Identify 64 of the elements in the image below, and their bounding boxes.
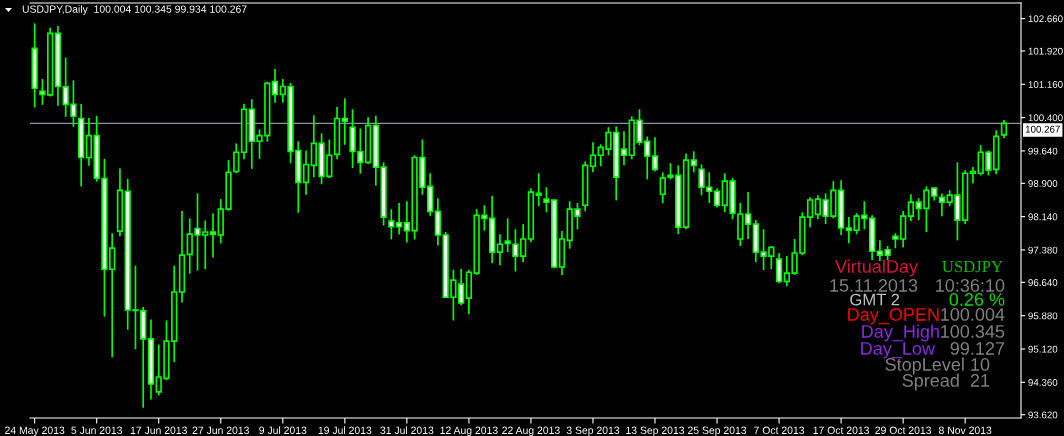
candlestick [690,150,697,174]
x-tick-label: 5 Jun 2013 [71,426,123,434]
y-tick-label: 94.360 [1028,379,1058,386]
y-tick-label: 96.640 [1028,279,1058,286]
annotation: StopLevel 10 [885,357,990,375]
y-tick-label: 95.120 [1028,345,1058,353]
annotation: Day_Low [861,342,936,359]
y-tick-label: 95.880 [1028,312,1058,320]
y-tick-label: 99.640 [1028,147,1058,155]
x-tick-label: 29 Oct 2013 [875,426,932,434]
y-tick-label: 98.140 [1028,213,1058,221]
candlestick [271,68,279,104]
candlestick [496,233,504,267]
y-tick-label: 100.400 [1028,114,1063,122]
annotation: 99.127 [950,342,1005,355]
x-tick-label: 17 Oct 2013 [813,426,870,434]
candlestick [1000,119,1008,139]
candlestick [535,172,542,207]
annotation: Day_OPEN [848,308,939,325]
candlestick [806,196,814,228]
candlestick [969,166,977,185]
y-tick-label: 98.900 [1028,180,1058,187]
annotation: 10:36:10 [936,279,1005,292]
x-tick-label: 24 May 2013 [5,426,65,436]
candlestick [589,141,597,174]
annotation: USDJPY [942,260,1003,273]
y-tick-label: 97.380 [1028,246,1058,254]
y-tick-label: 101.920 [1028,47,1063,55]
candlestick [775,252,783,285]
candlestick [713,187,721,209]
annotation: 0.26 % [949,293,1005,306]
x-tick-label: 17 Jun 2013 [130,426,187,434]
x-tick-label: 3 Sep 2013 [566,426,620,436]
x-tick-label: 12 Aug 2013 [440,426,498,436]
x-tick-label: 27 Jun 2013 [192,426,249,434]
candlestick [620,130,628,167]
candlestick [85,117,93,167]
x-tick-label: 13 Sep 2013 [626,426,685,436]
y-tick-label: 101.160 [1028,81,1063,88]
x-tick-label: 9 Jul 2013 [259,426,307,434]
annotation: Spread 21 [902,373,990,391]
x-tick-label: 8 Nov 2013 [938,426,992,434]
annotation: 15.11.2013 [830,279,918,292]
candlestick [209,212,217,259]
x-tick-label: 25 Sep 2013 [688,426,747,436]
x-tick-label: 31 Jul 2013 [380,426,434,434]
y-tick-label: 93.620 [1028,411,1058,419]
candlestick [302,149,310,196]
candlestick [233,142,240,175]
candlestick [651,136,659,173]
annotation: VirtualDay [835,259,918,277]
annotation: Day_High [862,324,939,342]
x-tick-label: 19 Jul 2013 [318,426,372,434]
annotation: 100.345 [941,325,1005,338]
annotation: 100.004 [941,308,1005,321]
y-tick-label: 102.660 [1028,15,1063,23]
candlestick [938,192,946,218]
annotation: GMT 2 [850,293,900,306]
x-tick-label: 22 Aug 2013 [502,426,560,436]
candlestick [744,191,752,240]
x-tick-label: 7 Oct 2013 [754,426,805,434]
ref-line-label: 100.267 [1025,125,1060,133]
chart-title: USDJPY,Daily 100.004 100.345 99.934 100.267 [22,5,247,15]
candlestick [341,97,348,146]
